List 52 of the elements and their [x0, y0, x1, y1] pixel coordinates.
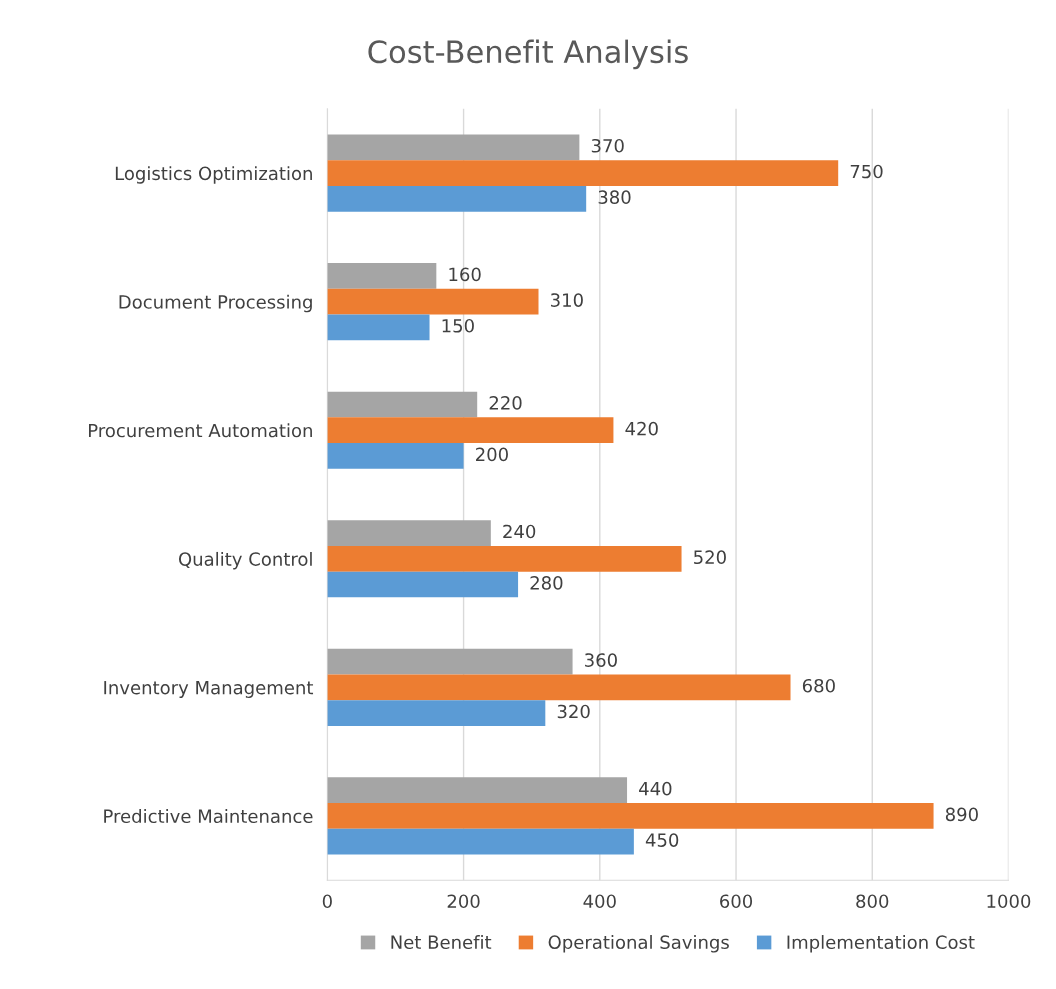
- x-tick-label: 800: [856, 894, 889, 909]
- legend-label: Net Benefit: [391, 935, 492, 950]
- bar: [327, 263, 437, 289]
- bar: [327, 391, 478, 418]
- bar: [327, 417, 614, 444]
- bar: [327, 185, 587, 212]
- data-label: 220: [489, 396, 522, 410]
- x-tick-label: 400: [583, 894, 616, 909]
- x-tick-label: 200: [447, 894, 480, 909]
- bar: [327, 134, 580, 161]
- data-label: 440: [639, 781, 672, 796]
- y-tick-label: Inventory Management: [104, 681, 314, 698]
- data-label: 890: [945, 807, 978, 822]
- data-label: 310: [551, 293, 583, 307]
- bar: [327, 648, 573, 675]
- y-tick-label: Document Processing: [119, 294, 312, 313]
- legend-label: Operational Savings: [548, 935, 729, 953]
- data-label: 360: [585, 653, 617, 667]
- data-label: 240: [503, 524, 536, 539]
- bar: [327, 545, 682, 572]
- bar: [327, 571, 519, 598]
- x-tick-label: 0: [322, 894, 332, 909]
- chart-title: Cost-Benefit Analysis: [368, 39, 688, 70]
- bar: [327, 520, 491, 546]
- data-label: 320: [557, 704, 590, 719]
- legend-label: Implementation Cost: [787, 935, 975, 953]
- y-tick-label: Logistics Optimization: [115, 166, 312, 184]
- bar: [327, 674, 791, 701]
- data-label: 680: [802, 678, 835, 693]
- data-label: 750: [850, 164, 883, 179]
- y-tick-label: Predictive Maintenance: [104, 809, 313, 824]
- bar: [327, 777, 628, 804]
- bar: [327, 700, 546, 726]
- y-tick-label: Quality Control: [178, 551, 312, 570]
- data-label: 450: [645, 833, 679, 847]
- data-label: 150: [442, 318, 474, 333]
- bar: [327, 288, 539, 315]
- bar: [327, 443, 464, 469]
- x-tick-label: 600: [720, 894, 753, 909]
- data-label: 380: [598, 190, 631, 205]
- bar: [327, 803, 934, 829]
- x-tick-label: 1000: [987, 894, 1031, 909]
- bar: [327, 160, 839, 186]
- data-label: 160: [449, 267, 481, 282]
- y-tick-label: Procurement Automation: [89, 423, 312, 438]
- bar: [327, 314, 430, 341]
- data-label: 520: [694, 550, 726, 565]
- data-label: 370: [591, 138, 624, 153]
- data-label: 420: [625, 421, 658, 436]
- data-label: 280: [530, 576, 563, 590]
- bar: [327, 828, 634, 855]
- data-label: 200: [476, 447, 508, 462]
